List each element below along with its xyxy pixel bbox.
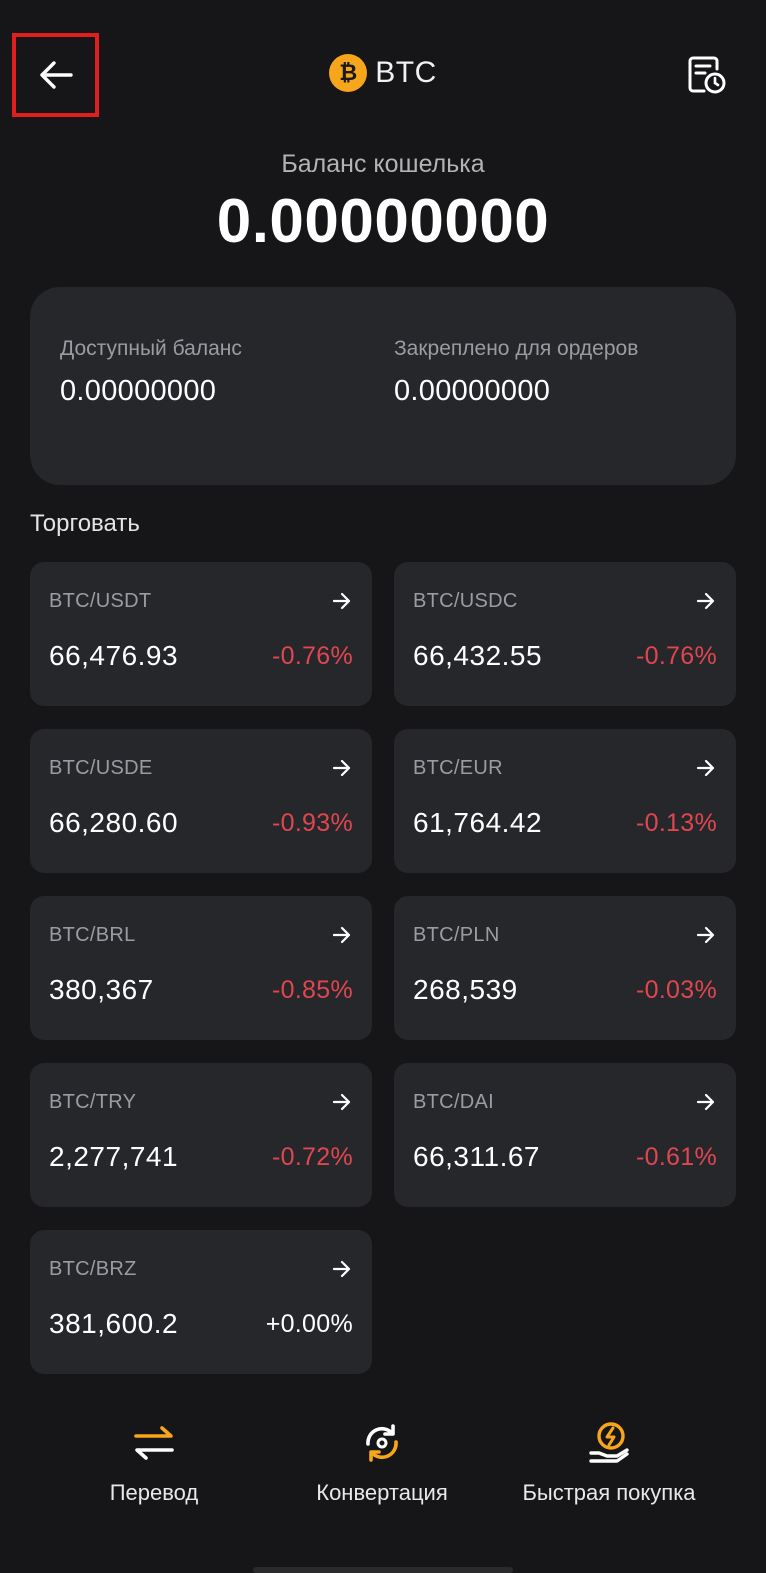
pair-price: 66,432.55 bbox=[413, 640, 543, 671]
available-balance-value: 0.00000000 bbox=[60, 375, 217, 407]
wallet-balance-value: 0.00000000 bbox=[216, 187, 550, 256]
pair-card[interactable]: BTC/DAI 66,311.67 -0.61% bbox=[394, 1063, 736, 1207]
pair-change: -0.85% bbox=[271, 976, 353, 1004]
pair-name: BTC/DAI bbox=[413, 1091, 494, 1113]
available-balance-label: Доступный баланс bbox=[60, 337, 242, 360]
arrow-left-icon bbox=[39, 61, 73, 89]
trading-pairs-grid: BTC/USDT 66,476.93 -0.76% BTC/USDC 66,43… bbox=[30, 562, 736, 1374]
pair-card[interactable]: BTC/BRZ 381,600.2 +0.00% bbox=[30, 1230, 372, 1374]
available-balance: Доступный баланс 0.00000000 bbox=[60, 337, 242, 408]
arrow-right-icon bbox=[696, 759, 715, 777]
pair-name: BTC/USDE bbox=[49, 757, 153, 779]
locked-balance-value: 0.00000000 bbox=[394, 375, 551, 407]
bitcoin-icon: ₿ bbox=[329, 54, 368, 92]
pair-change: -0.93% bbox=[271, 809, 353, 837]
pair-price: 66,280.60 bbox=[49, 807, 179, 838]
pair-change: -0.03% bbox=[635, 976, 717, 1004]
pair-price: 61,764.42 bbox=[413, 807, 543, 838]
pair-card[interactable]: BTC/EUR 61,764.42 -0.13% bbox=[394, 729, 736, 873]
document-clock-icon bbox=[688, 56, 726, 94]
arrow-right-icon bbox=[332, 1093, 351, 1111]
transfer-button[interactable]: Перевод bbox=[34, 1420, 274, 1506]
pair-change: -0.76% bbox=[271, 642, 353, 670]
back-button[interactable] bbox=[12, 33, 99, 117]
transfer-label: Перевод bbox=[109, 1480, 199, 1505]
bottom-action-bar: Перевод Конвертация bbox=[0, 1400, 766, 1573]
pair-name: BTC/PLN bbox=[413, 924, 500, 946]
header: ₿ BTC bbox=[0, 0, 766, 150]
pair-price: 66,311.67 bbox=[413, 1141, 540, 1172]
pair-change: -0.76% bbox=[635, 642, 717, 670]
pair-name: BTC/BRL bbox=[49, 924, 136, 946]
pair-change: -0.61% bbox=[635, 1143, 717, 1171]
title-group: ₿ BTC bbox=[0, 54, 766, 92]
home-indicator[interactable] bbox=[253, 1567, 513, 1573]
bitcoin-symbol: ₿ bbox=[339, 60, 358, 85]
pair-card[interactable]: BTC/BRL 380,367 -0.85% bbox=[30, 896, 372, 1040]
pair-card[interactable]: BTC/TRY 2,277,741 -0.72% bbox=[30, 1063, 372, 1207]
convert-label: Конвертация bbox=[316, 1480, 448, 1505]
pair-price: 380,367 bbox=[49, 974, 154, 1005]
locked-balance: Закреплено для ордеров 0.00000000 bbox=[394, 337, 638, 408]
pair-name: BTC/TRY bbox=[49, 1091, 137, 1113]
quick-buy-button[interactable]: Быстрая покупка bbox=[489, 1420, 729, 1506]
balance-card: Доступный баланс 0.00000000 Закреплено д… bbox=[30, 287, 736, 485]
pair-name: BTC/EUR bbox=[413, 757, 503, 779]
pair-name: BTC/USDT bbox=[49, 590, 152, 612]
arrow-right-icon bbox=[332, 759, 351, 777]
transfer-icon bbox=[131, 1420, 177, 1466]
arrow-right-icon bbox=[332, 592, 351, 610]
convert-icon bbox=[359, 1420, 405, 1466]
convert-button[interactable]: Конвертация bbox=[262, 1420, 502, 1506]
history-button[interactable] bbox=[686, 54, 728, 96]
quick-buy-label: Быстрая покупка bbox=[522, 1480, 696, 1505]
arrow-right-icon bbox=[696, 1093, 715, 1111]
pair-change: -0.13% bbox=[635, 809, 717, 837]
page-title: BTC bbox=[375, 56, 437, 89]
trade-section-title: Торговать bbox=[30, 510, 140, 537]
pair-card[interactable]: BTC/USDC 66,432.55 -0.76% bbox=[394, 562, 736, 706]
pair-price: 268,539 bbox=[413, 974, 518, 1005]
arrow-right-icon bbox=[332, 1260, 351, 1278]
pair-card[interactable]: BTC/USDT 66,476.93 -0.76% bbox=[30, 562, 372, 706]
pair-change: -0.72% bbox=[271, 1143, 353, 1171]
pair-name: BTC/BRZ bbox=[49, 1258, 137, 1280]
wallet-balance-label: Баланс кошелька bbox=[281, 150, 485, 178]
arrow-right-icon bbox=[332, 926, 351, 944]
quick-buy-icon bbox=[586, 1420, 632, 1466]
locked-balance-label: Закреплено для ордеров bbox=[394, 337, 639, 360]
pair-price: 381,600.2 bbox=[49, 1308, 179, 1339]
pair-name: BTC/USDC bbox=[413, 590, 518, 612]
arrow-right-icon bbox=[696, 926, 715, 944]
pair-price: 2,277,741 bbox=[49, 1141, 179, 1172]
pair-change: +0.00% bbox=[265, 1310, 353, 1338]
pair-price: 66,476.93 bbox=[49, 640, 179, 671]
arrow-right-icon bbox=[696, 592, 715, 610]
pair-card[interactable]: BTC/PLN 268,539 -0.03% bbox=[394, 896, 736, 1040]
pair-card[interactable]: BTC/USDE 66,280.60 -0.93% bbox=[30, 729, 372, 873]
